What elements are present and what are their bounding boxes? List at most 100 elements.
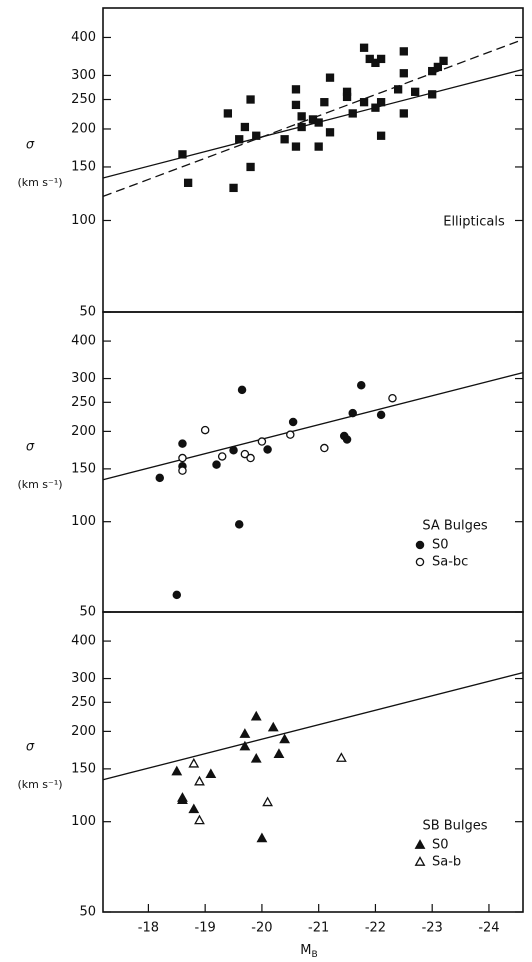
data-point <box>177 792 188 802</box>
legend-marker <box>414 856 426 866</box>
data-point <box>246 95 255 104</box>
x-tick-label: -22 <box>365 921 386 936</box>
data-point <box>297 122 306 132</box>
data-point <box>217 452 227 461</box>
data-point <box>376 131 386 140</box>
data-point <box>356 380 366 390</box>
data-point <box>388 393 397 403</box>
y-tick-label: 200 <box>71 724 96 739</box>
data-point <box>314 142 323 151</box>
data-point <box>376 98 386 107</box>
data-point <box>194 775 205 786</box>
data-point <box>194 814 205 825</box>
data-point <box>250 753 262 763</box>
data-point <box>348 109 357 118</box>
data-point <box>399 69 408 78</box>
y-tick-label: 300 <box>71 68 96 83</box>
data-point <box>291 142 301 151</box>
y-axis-unit: (km s⁻¹) <box>17 176 62 189</box>
data-point <box>240 449 250 459</box>
x-tick-label: -18 <box>138 921 159 936</box>
data-point <box>237 385 247 395</box>
data-point <box>376 410 386 420</box>
y-tick-label: 250 <box>71 395 96 410</box>
data-point <box>291 85 301 94</box>
y-tick-label: 50 <box>79 605 96 620</box>
panel-annotation: SA Bulges <box>422 519 488 534</box>
data-point <box>200 425 210 435</box>
data-point <box>183 178 193 187</box>
panel-annotation: SB Bulges <box>422 819 487 834</box>
data-point <box>178 453 187 463</box>
data-point <box>155 473 165 483</box>
x-tick-label: -19 <box>195 921 216 936</box>
y-tick-label: 300 <box>71 371 96 386</box>
panel-frame <box>102 611 524 913</box>
data-point <box>257 437 267 446</box>
data-point <box>279 733 291 744</box>
data-point <box>246 162 255 172</box>
fit-line <box>102 671 524 781</box>
data-point <box>246 453 255 463</box>
data-point <box>239 728 251 738</box>
legend-label: S0 <box>432 538 449 553</box>
data-point <box>178 466 187 475</box>
data-point <box>359 43 369 52</box>
data-point <box>229 446 238 455</box>
data-point <box>178 439 187 448</box>
data-point <box>286 430 295 439</box>
y-tick-label: 300 <box>71 671 96 686</box>
y-tick-label: 50 <box>79 305 96 320</box>
data-point <box>223 109 233 118</box>
data-point <box>262 796 274 807</box>
data-point <box>335 752 347 762</box>
data-point <box>297 112 306 121</box>
data-point <box>342 92 352 102</box>
x-tick-label: -23 <box>422 921 443 936</box>
data-point <box>314 118 323 127</box>
data-point <box>325 73 335 82</box>
data-point <box>171 765 183 776</box>
data-point <box>188 803 200 814</box>
legend-marker <box>415 540 425 550</box>
x-axis-label-main: M <box>300 943 311 958</box>
y-tick-label: 100 <box>71 213 96 228</box>
y-tick-label: 150 <box>71 761 96 776</box>
y-axis-unit: (km s⁻¹) <box>17 778 62 791</box>
data-point <box>235 135 244 144</box>
x-tick-label: -21 <box>308 921 329 936</box>
x-tick-label: -24 <box>478 921 499 936</box>
legend-marker <box>414 839 426 849</box>
data-point <box>411 87 420 96</box>
panel-frame <box>102 7 524 313</box>
y-tick-label: 400 <box>71 634 96 649</box>
data-point <box>371 103 380 112</box>
x-tick-label: -20 <box>251 921 272 936</box>
data-point <box>280 135 289 144</box>
legend-label: Sa-b <box>432 855 461 870</box>
data-point <box>252 131 261 140</box>
data-point <box>399 47 408 56</box>
y-tick-label: 250 <box>71 92 96 107</box>
data-point <box>188 757 200 768</box>
data-point <box>234 520 244 529</box>
data-point <box>348 408 357 418</box>
y-axis-label: σ <box>26 740 35 755</box>
data-point <box>428 90 437 99</box>
data-point <box>320 98 329 107</box>
y-axis-label: σ <box>26 137 35 152</box>
data-point <box>239 740 251 751</box>
data-point <box>205 768 217 779</box>
data-point <box>325 128 335 137</box>
y-tick-label: 100 <box>71 814 96 829</box>
data-point <box>256 832 268 843</box>
panel-annotation: Ellipticals <box>443 215 505 230</box>
data-point <box>342 435 352 444</box>
data-point <box>291 100 301 110</box>
data-point <box>359 98 369 107</box>
data-point <box>393 85 403 94</box>
y-tick-label: 200 <box>71 424 96 439</box>
x-axis-label-sub: B <box>312 950 318 960</box>
data-point <box>439 56 448 66</box>
